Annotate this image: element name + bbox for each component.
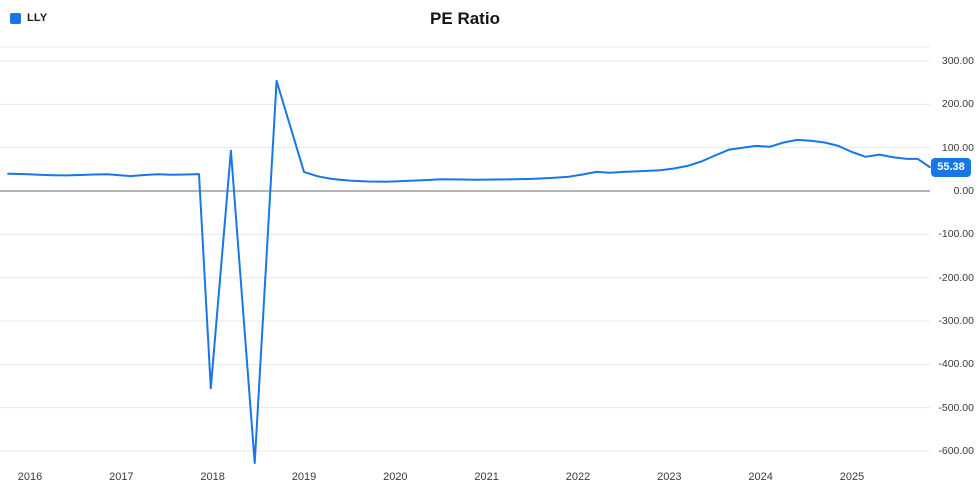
series-swatch-icon: [10, 12, 21, 24]
y-axis-label: -400.00: [938, 358, 974, 371]
x-axis-label: 2020: [383, 471, 408, 483]
y-axis-label: 300.00: [941, 55, 974, 67]
x-axis-label: 2022: [565, 471, 591, 483]
x-axis-label: 2024: [748, 471, 773, 483]
last-value-text: 55.38: [937, 160, 965, 173]
x-axis-label: 2025: [839, 471, 865, 483]
x-axis-label: 2023: [657, 471, 682, 483]
x-axis-label: 2017: [109, 471, 134, 483]
y-axis-label: 100.00: [941, 141, 974, 154]
y-axis-label: -600.00: [938, 444, 974, 457]
series-line-lly: [7, 79, 931, 465]
x-axis-label: 2019: [291, 471, 317, 483]
y-axis-label: -500.00: [938, 401, 974, 414]
y-axis-label: 200.00: [941, 98, 974, 111]
legend-label: LLY: [27, 12, 48, 24]
chart-title: PE Ratio: [430, 9, 500, 28]
last-value-badge: 55.38: [930, 157, 971, 177]
y-axis-label: 0.00: [953, 185, 974, 197]
x-axis-label: 2021: [474, 471, 499, 483]
y-axis-label: -100.00: [938, 228, 974, 241]
x-axis-label: 2018: [200, 471, 225, 483]
x-axis-label: 2016: [17, 471, 43, 483]
y-axis-label: -300.00: [938, 314, 974, 327]
legend-item-lly[interactable]: LLY: [10, 12, 47, 24]
y-axis-label: -200.00: [938, 271, 974, 284]
